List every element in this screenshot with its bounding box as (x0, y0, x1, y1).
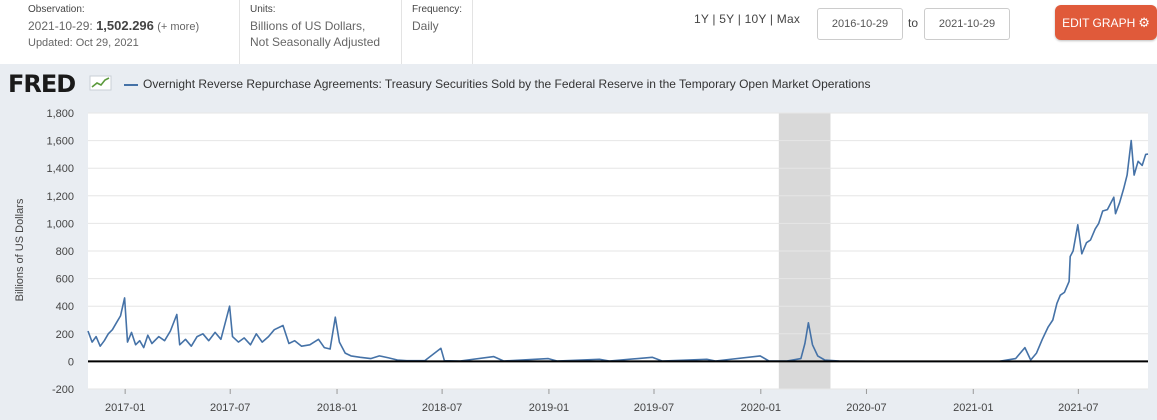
units-line1: Billions of US Dollars, (250, 19, 366, 33)
frequency-panel: Frequency: Daily (412, 4, 462, 34)
range-separator: | (737, 12, 742, 26)
more-link[interactable]: (+ more) (157, 21, 200, 33)
edit-graph-button[interactable]: EDIT GRAPH ⚙ (1055, 5, 1157, 40)
chart-legend: Overnight Reverse Repurchase Agreements:… (124, 77, 870, 91)
divider (472, 0, 473, 64)
range-separator: | (712, 12, 716, 26)
x-tick-label: 2021-07 (1058, 402, 1098, 414)
to-label: to (908, 16, 919, 30)
x-tick-label: 2019-01 (529, 402, 569, 414)
x-tick-label: 2018-01 (317, 402, 357, 414)
x-tick-label: 2020-07 (846, 402, 886, 414)
x-tick-label: 2018-07 (422, 402, 462, 414)
chart-logo-icon (89, 75, 112, 91)
gear-icon: ⚙ (1138, 15, 1150, 30)
units-line2: Not Seasonally Adjusted (250, 35, 381, 49)
header-bar: Observation: 2021-10-29: 1,502.296 (+ mo… (0, 0, 1157, 64)
units-title: Units: (250, 4, 276, 15)
divider (239, 0, 240, 64)
x-tick-label: 2019-07 (634, 402, 674, 414)
fred-logo[interactable]: FRED (8, 70, 76, 98)
legend-label: Overnight Reverse Repurchase Agreements:… (143, 77, 871, 91)
y-tick-label: 1,400 (46, 163, 74, 175)
x-tick-label: 2021-01 (953, 402, 993, 414)
observation-title: Observation: (28, 4, 85, 15)
edit-graph-label: EDIT GRAPH (1062, 16, 1136, 30)
x-tick-label: 2017-01 (105, 402, 145, 414)
range-selector: 1Y | 5Y | 10Y | Max (694, 12, 800, 26)
y-tick-label: 1,600 (46, 136, 74, 148)
range-1y[interactable]: 1Y (694, 12, 709, 26)
observation-value: 1,502.296 (96, 18, 154, 33)
divider (401, 0, 402, 64)
y-tick-label: -200 (52, 384, 74, 396)
y-tick-label: 600 (56, 274, 74, 286)
series-line (87, 139, 1149, 363)
range-max[interactable]: Max (776, 12, 801, 26)
x-tick-label: 2020-01 (741, 402, 781, 414)
start-date-input[interactable]: 2016-10-29 (817, 8, 903, 40)
updated-date: Updated: Oct 29, 2021 (28, 37, 139, 49)
frequency-value: Daily (412, 19, 439, 33)
observation-line: 2021-10-29: 1,502.296 (+ more) (28, 18, 199, 35)
y-tick-label: 1,800 (46, 108, 74, 120)
observation-date: 2021-10-29: (28, 19, 93, 33)
legend-swatch (124, 83, 138, 86)
end-date-input[interactable]: 2021-10-29 (924, 8, 1010, 40)
observation-panel: Observation: 2021-10-29: 1,502.296 (+ mo… (28, 4, 199, 51)
range-5y[interactable]: 5Y (719, 12, 735, 26)
range-10y[interactable]: 10Y (744, 12, 767, 26)
frequency-title: Frequency: (412, 4, 463, 15)
y-tick-label: 1,000 (46, 218, 74, 230)
range-separator: | (769, 12, 774, 26)
y-tick-label: 800 (56, 246, 74, 258)
x-tick-label: 2017-07 (210, 402, 250, 414)
y-tick-label: 400 (56, 301, 74, 313)
y-tick-label: 200 (56, 329, 74, 341)
units-panel: Units: Billions of US Dollars, Not Seaso… (250, 4, 380, 50)
y-tick-label: 0 (68, 356, 74, 368)
y-tick-label: 1,200 (46, 191, 74, 203)
